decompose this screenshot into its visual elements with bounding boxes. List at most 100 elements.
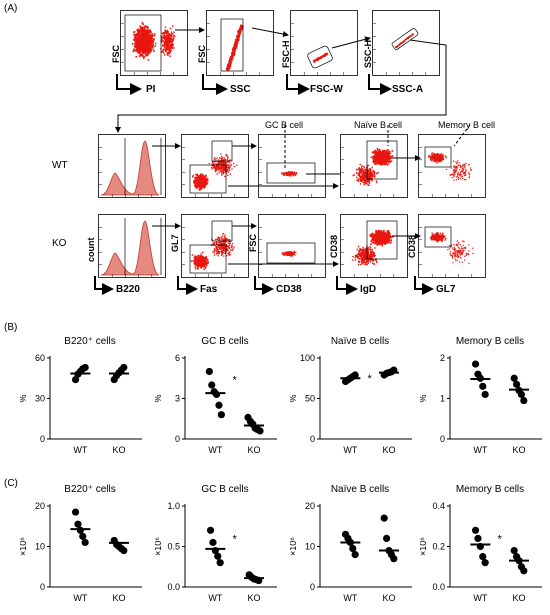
facs-hist-ko bbox=[98, 214, 166, 278]
y-tick-label: 20 bbox=[305, 501, 315, 511]
facs-dots bbox=[282, 251, 297, 257]
chart-title: Naïve B cells bbox=[331, 484, 389, 495]
y-axis-label: ×10⁶ bbox=[290, 537, 298, 556]
y-tick-label: 1.0 bbox=[167, 501, 180, 511]
data-point bbox=[352, 551, 359, 558]
gate-label-memory: Memory B cell bbox=[438, 120, 495, 130]
axis-label-x-ssc: SSC bbox=[230, 84, 251, 95]
x-category-label: WT bbox=[343, 593, 357, 603]
facs-plot-fscw-fsch bbox=[290, 10, 358, 76]
data-point bbox=[482, 559, 489, 566]
facs-plot-wt-gl7-cd38 bbox=[418, 134, 486, 198]
x-category-label: KO bbox=[382, 593, 395, 603]
axis-label-x-b220: B220 bbox=[116, 284, 140, 295]
x-category-label: WT bbox=[208, 445, 222, 455]
x-category-label: KO bbox=[247, 593, 260, 603]
row-label-wt: WT bbox=[52, 160, 68, 171]
facs-dots bbox=[132, 22, 175, 61]
axis-label-y-fsc-1: FSC bbox=[111, 45, 121, 63]
y-axis-label: ×10⁶ bbox=[155, 537, 163, 556]
x-category-label: KO bbox=[112, 445, 125, 455]
data-point bbox=[82, 364, 89, 371]
y-tick-label: 30 bbox=[35, 394, 45, 404]
facs-plot-wt-igd-cd38 bbox=[340, 134, 408, 198]
y-tick-label: 6 bbox=[175, 353, 180, 363]
y-tick-label: 0.0 bbox=[167, 582, 180, 592]
x-category-label: KO bbox=[247, 445, 260, 455]
chart-title: Memory B cells bbox=[456, 484, 524, 495]
facs-plot-ko-igd-cd38 bbox=[340, 214, 408, 278]
axis-label-y-fsc-2: FSC bbox=[197, 45, 207, 63]
axis-label-x-ssca: SSC-A bbox=[392, 84, 423, 95]
facs-dots bbox=[281, 171, 297, 176]
facs-plot-ko-cd38-fsc bbox=[258, 214, 326, 278]
y-axis-label: % bbox=[20, 394, 28, 402]
x-category-label: KO bbox=[112, 593, 125, 603]
y-tick-label: 3 bbox=[175, 394, 180, 404]
y-tick-label: 0.4 bbox=[432, 501, 445, 511]
axis-label-x-cd38: CD38 bbox=[276, 284, 302, 295]
facs-dots bbox=[192, 153, 237, 190]
axis-label-y-count: count bbox=[86, 238, 96, 263]
data-point bbox=[218, 411, 225, 418]
data-point bbox=[256, 427, 263, 434]
data-point bbox=[120, 547, 127, 554]
facs-dots bbox=[352, 230, 394, 265]
x-category-label: KO bbox=[512, 445, 525, 455]
facs-plot-wt-cd38-fsc bbox=[258, 134, 326, 198]
data-point bbox=[482, 391, 489, 398]
chart-title: Naïve B cells bbox=[331, 336, 389, 347]
data-point bbox=[381, 515, 388, 522]
data-point bbox=[120, 364, 127, 371]
panel-a-label: (A) bbox=[4, 3, 17, 14]
y-tick-label: 1 bbox=[440, 394, 445, 404]
significance-marker: * bbox=[368, 373, 373, 385]
data-point bbox=[207, 527, 214, 534]
significance-marker: * bbox=[498, 533, 503, 545]
x-category-label: WT bbox=[343, 445, 357, 455]
axis-label-x-pi: PI bbox=[146, 84, 155, 95]
facs-dots bbox=[395, 33, 414, 48]
y-axis-label: ×10⁶ bbox=[420, 537, 428, 556]
data-point bbox=[215, 402, 222, 409]
data-point bbox=[214, 553, 221, 560]
y-axis-label: ×10⁶ bbox=[20, 537, 28, 556]
y-axis-label: % bbox=[290, 394, 298, 402]
y-tick-label: 0 bbox=[310, 582, 315, 592]
y-tick-label: 2 bbox=[440, 353, 445, 363]
data-point bbox=[383, 535, 390, 542]
facs-plot-pi-fsc bbox=[120, 10, 188, 76]
axis-label-y-fsch: FSC-H bbox=[281, 41, 291, 69]
facs-dots bbox=[430, 232, 474, 264]
data-point bbox=[217, 559, 224, 566]
y-tick-label: 0 bbox=[310, 434, 315, 444]
axis-label-y-fsc-3: FSC bbox=[248, 234, 258, 252]
y-tick-label: 0.2 bbox=[432, 542, 445, 552]
facs-dots bbox=[353, 148, 394, 186]
data-point bbox=[520, 567, 527, 574]
facs-plot-ssc-fsc bbox=[206, 10, 274, 76]
y-tick-label: 10 bbox=[35, 542, 45, 552]
data-point bbox=[72, 508, 79, 515]
y-tick-label: 50 bbox=[305, 394, 315, 404]
y-tick-label: 0 bbox=[440, 434, 445, 444]
y-tick-label: 60 bbox=[35, 353, 45, 363]
data-point bbox=[472, 360, 479, 367]
facs-dots bbox=[226, 25, 244, 71]
axis-label-y-cd38-1: CD38 bbox=[329, 235, 339, 258]
chart-title: Memory B cells bbox=[456, 336, 524, 347]
y-axis-label: % bbox=[155, 394, 163, 402]
y-tick-label: 0.0 bbox=[432, 582, 445, 592]
y-tick-label: 100 bbox=[300, 353, 315, 363]
x-category-label: KO bbox=[512, 593, 525, 603]
y-tick-label: 20 bbox=[35, 501, 45, 511]
facs-hist-wt bbox=[98, 134, 166, 198]
chart-title: B220⁺ cells bbox=[64, 484, 115, 495]
